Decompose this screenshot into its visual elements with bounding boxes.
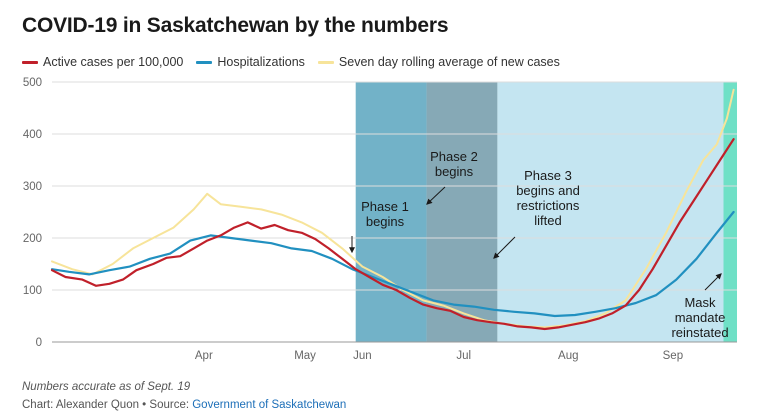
annotation-mask-arrow bbox=[704, 273, 722, 291]
legend-swatch-active bbox=[22, 60, 38, 64]
x-tick-label: Apr bbox=[195, 350, 213, 362]
annotation-phase1-line: Phase 1 bbox=[361, 199, 409, 214]
annotation-mask-line: mandate bbox=[675, 310, 726, 325]
annotation-phase3-line: begins and bbox=[516, 183, 580, 198]
x-tick-label: Aug bbox=[558, 350, 578, 362]
credit-text: Chart: Alexander Quon • Source: bbox=[22, 399, 193, 411]
legend-swatch-rolling-average bbox=[317, 60, 334, 64]
y-tick-label: 300 bbox=[23, 181, 42, 193]
series-line-avg bbox=[51, 88, 735, 329]
legend-swatch-hospitalizations bbox=[196, 60, 213, 64]
annotation-phase3-arrow bbox=[493, 236, 516, 259]
annotation-mask-line: Mask bbox=[684, 295, 716, 310]
legend-item-hospitalizations: Hospitalizations bbox=[196, 55, 305, 69]
annotation-phase3-line: Phase 3 bbox=[524, 168, 572, 183]
x-tick-label: May bbox=[294, 350, 316, 362]
band-phase2 bbox=[426, 82, 498, 342]
legend-label-rolling-average: Seven day rolling average of new cases bbox=[338, 55, 560, 69]
source-link[interactable]: Government of Saskatchewan bbox=[192, 399, 347, 411]
y-tick-label: 400 bbox=[23, 129, 42, 141]
annotation-phase2-line: begins bbox=[435, 164, 474, 179]
annotation-phase3-line: restrictions bbox=[517, 198, 580, 213]
y-tick-label: 200 bbox=[23, 233, 42, 245]
footnote-credit: Chart: Alexander Quon • Source: Governme… bbox=[22, 399, 346, 411]
y-tick-label: 0 bbox=[36, 337, 42, 349]
x-tick-label: Jul bbox=[456, 350, 471, 362]
annotation-phase3-line: lifted bbox=[534, 213, 561, 228]
x-tick-label: Jun bbox=[353, 350, 372, 362]
legend-label-hospitalizations: Hospitalizations bbox=[217, 55, 305, 69]
series-line-active bbox=[50, 138, 735, 331]
annotation-phase2-arrow bbox=[426, 186, 446, 205]
annotation-mask-line: reinstated bbox=[671, 325, 728, 340]
legend: Active cases per 100,000 Hospitalization… bbox=[22, 55, 573, 69]
legend-item-active: Active cases per 100,000 bbox=[22, 55, 183, 69]
y-tick-label: 500 bbox=[23, 77, 42, 89]
annotation-phase1-line: begins bbox=[366, 214, 405, 229]
y-tick-label: 100 bbox=[23, 285, 42, 297]
chart-title: COVID-19 in Saskatchewan by the numbers bbox=[22, 14, 449, 37]
legend-label-active: Active cases per 100,000 bbox=[43, 55, 184, 69]
annotation-phase2-line: Phase 2 bbox=[430, 149, 478, 164]
legend-item-rolling-average: Seven day rolling average of new cases bbox=[317, 55, 560, 69]
footnote-note: Numbers accurate as of Sept. 19 bbox=[22, 381, 191, 393]
band-mask bbox=[723, 82, 737, 342]
x-tick-label: Sep bbox=[663, 350, 683, 362]
band-phase1 bbox=[355, 82, 427, 342]
